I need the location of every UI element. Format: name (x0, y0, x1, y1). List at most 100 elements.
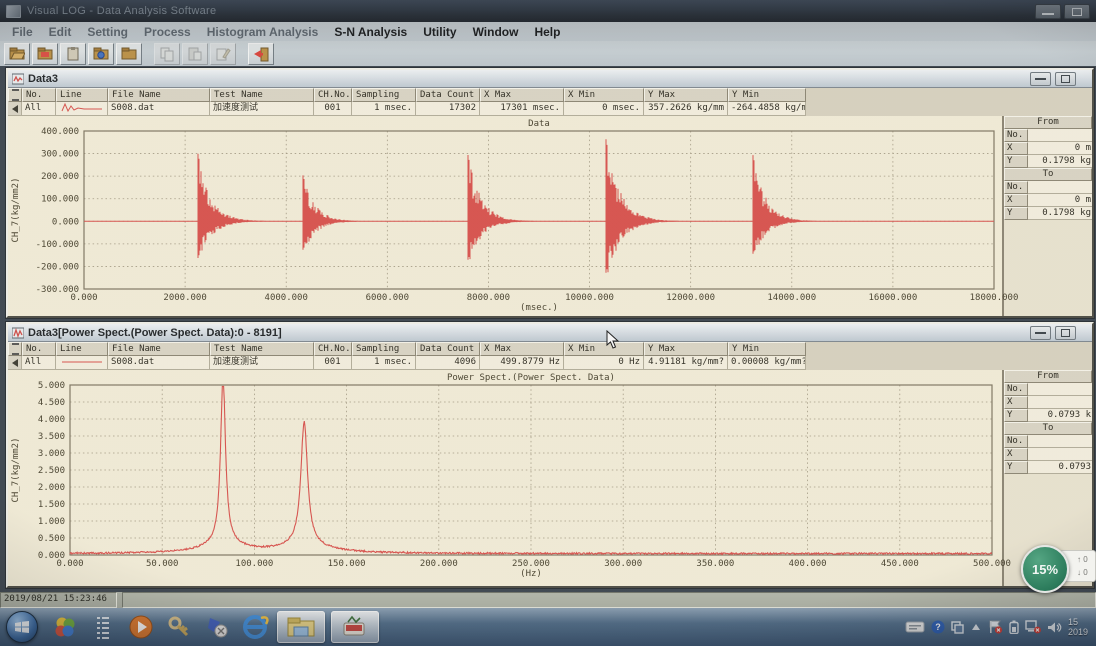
menu-window[interactable]: Window (472, 24, 519, 39)
windows-logo-icon (15, 621, 29, 633)
cell-no: All (22, 356, 56, 370)
taskbar: ? 15 2019 (0, 608, 1096, 646)
menu-setting[interactable]: Setting (87, 24, 129, 39)
panel-label-no: No. (1004, 181, 1028, 194)
row-scroll-left[interactable] (8, 356, 22, 370)
taskbar-four-color-app-icon[interactable] (50, 612, 80, 642)
menu-process[interactable]: Process (144, 24, 191, 39)
child-minimize-button[interactable] (1030, 325, 1051, 340)
table-splitter[interactable] (8, 88, 22, 102)
tray-window-switch-icon[interactable] (951, 620, 964, 634)
cell-sampling: 1 msec. (352, 102, 416, 116)
svg-text:-300.000: -300.000 (36, 285, 79, 295)
maximize-button[interactable] (1064, 3, 1090, 19)
taskbar-analysis-app-button[interactable] (331, 611, 379, 643)
tray-help-icon[interactable]: ? (931, 620, 945, 634)
cell-file-name: S008.dat (108, 356, 210, 370)
data3-titlebar[interactable]: Data3 (8, 70, 1092, 88)
power-spect-title: Data3[Power Spect.(Power Spect. Data):0 … (28, 326, 282, 339)
child-maximize-button[interactable] (1055, 325, 1076, 340)
svg-text:3.500: 3.500 (38, 432, 65, 442)
flat-line-icon (61, 361, 102, 363)
panel-label-y: Y (1004, 207, 1028, 220)
row-scroll-left[interactable] (8, 102, 22, 116)
taskbar-key-tool-icon[interactable] (164, 612, 194, 642)
taskbar-internet-explorer-icon[interactable] (240, 612, 270, 642)
power-spect-info-table: No. Line File Name Test Name CH.No. Sampling D… (8, 342, 1092, 370)
panel-label-y: Y (1004, 409, 1028, 422)
open-folder-button[interactable] (4, 42, 30, 65)
cell-y-max: 4.91181 kg/mm? (644, 356, 728, 370)
minimize-button[interactable] (1035, 3, 1061, 19)
up-arrow-icon: ↑ (1077, 555, 1081, 564)
tray-ime-pill-icon[interactable] (905, 621, 925, 633)
cell-x-max: 17301 msec. (480, 102, 564, 116)
start-button[interactable] (6, 611, 38, 643)
taskbar-file-explorer-button[interactable] (277, 611, 325, 643)
menu-help[interactable]: Help (534, 24, 561, 39)
edit-button[interactable] (210, 42, 236, 65)
svg-text:CH_7(kg/mm2): CH_7(kg/mm2) (11, 437, 21, 502)
paste-button[interactable] (182, 42, 208, 65)
panel-label-y: Y (1004, 155, 1028, 168)
svg-text:450.000: 450.000 (881, 559, 919, 569)
column-header-x-min: X Min (564, 342, 644, 356)
child-minimize-button[interactable] (1030, 71, 1051, 86)
system-tray: ? 15 2019 (905, 617, 1096, 637)
exit-button[interactable] (248, 42, 274, 65)
folder-icon (121, 47, 137, 59)
tray-volume-icon[interactable] (1047, 621, 1062, 634)
import-data-button[interactable] (88, 42, 114, 65)
panel-label-no: No. (1004, 129, 1028, 142)
svg-text:0.000: 0.000 (38, 551, 65, 561)
panel-header: From (1004, 116, 1092, 129)
panel-label-no: No. (1004, 435, 1028, 448)
tray-battery-icon[interactable] (1009, 620, 1019, 634)
tray-network-alert-icon[interactable] (1025, 620, 1041, 634)
down-arrow-icon: ↓ (1077, 568, 1081, 577)
menu-histogram-analysis[interactable]: Histogram Analysis (206, 24, 319, 39)
svg-text:150.000: 150.000 (328, 559, 366, 569)
folder-button[interactable] (116, 42, 142, 65)
panel-label-x: X (1004, 396, 1028, 409)
power-spect-titlebar[interactable]: Data3[Power Spect.(Power Spect. Data):0 … (8, 324, 1092, 342)
column-header-sampling: Sampling (352, 342, 416, 356)
menubar: File Edit Setting Process Histogram Analysis… (0, 22, 1096, 42)
svg-text:18000.000: 18000.000 (970, 293, 1019, 303)
taskbar-media-player-icon[interactable] (126, 612, 156, 642)
clipboard-button[interactable] (60, 42, 86, 65)
svg-text:0.000: 0.000 (52, 217, 79, 227)
panel-label-x: X (1004, 142, 1028, 155)
svg-text:350.000: 350.000 (696, 559, 734, 569)
svg-text:Power Spect.(Power Spect. Data: Power Spect.(Power Spect. Data) (447, 373, 615, 383)
column-header-ch-no: CH.No. (314, 88, 352, 102)
menu-utility[interactable]: Utility (423, 24, 457, 39)
copy-button[interactable] (154, 42, 180, 65)
menu-file[interactable]: File (12, 24, 33, 39)
taskbar-clip-tool-icon[interactable] (202, 612, 232, 642)
column-header-y-max: Y Max (644, 342, 728, 356)
cell-no: All (22, 102, 56, 116)
tray-flag-alert-icon[interactable] (988, 620, 1003, 634)
table-splitter[interactable] (8, 342, 22, 356)
panel-value-y: 0.0793 (1028, 461, 1092, 474)
svg-text:-200.000: -200.000 (36, 262, 79, 272)
menu-s-n-analysis[interactable]: S-N Analysis (334, 24, 408, 39)
power-spectrum-chart: 5.000 4.500 4.000 3.500 3.000 2.500 2.000 1.500… (11, 373, 1011, 579)
svg-text:14000.000: 14000.000 (767, 293, 816, 303)
optimizer-percent-badge[interactable]: 15% (1021, 545, 1069, 593)
svg-text:1.500: 1.500 (38, 500, 65, 510)
time-series-chart: 400.000 300.000 200.000 100.000 0.000 -100.00… (11, 119, 1018, 313)
svg-text:5.000: 5.000 (38, 381, 65, 391)
child-maximize-button[interactable] (1055, 71, 1076, 86)
save-file-button[interactable] (32, 42, 58, 65)
cell-y-max: 357.2626 kg/mm (644, 102, 728, 116)
svg-text:12000.000: 12000.000 (666, 293, 715, 303)
menu-edit[interactable]: Edit (48, 24, 72, 39)
status-datetime: 2019/08/21 15:23:46 (0, 592, 117, 608)
import-data-icon (93, 47, 109, 59)
svg-text:2000.000: 2000.000 (163, 293, 206, 303)
tray-show-hidden-icon[interactable] (970, 622, 982, 632)
svg-text:300.000: 300.000 (604, 559, 642, 569)
taskbar-task-list-icon[interactable] (88, 612, 118, 642)
